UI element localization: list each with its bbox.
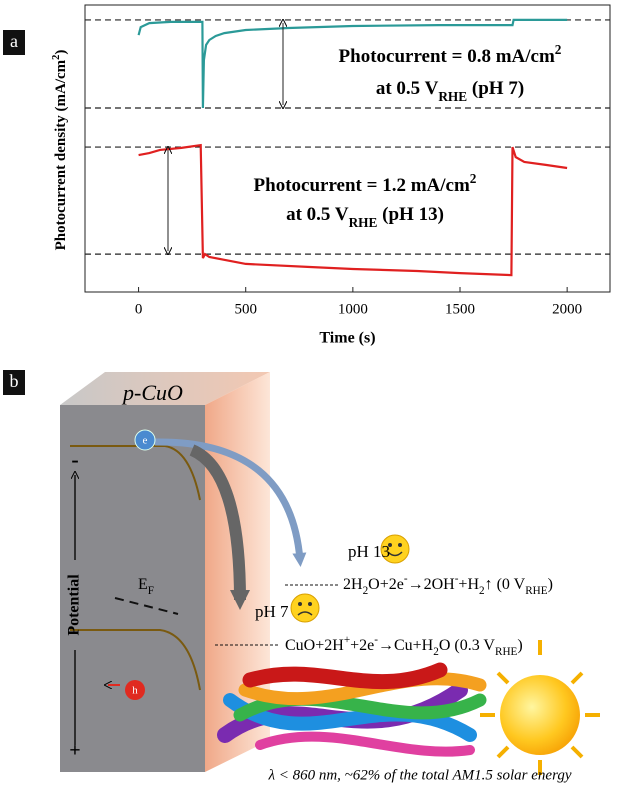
reaction-part: O+2e	[368, 576, 404, 593]
minus-sign: -	[71, 447, 78, 472]
annotation-part: (pH 7)	[467, 78, 524, 99]
data-line	[138, 143, 568, 277]
annotation-part: 2	[470, 171, 477, 186]
annotation-part: Photocurrent = 1.2 mA/cm	[254, 175, 470, 196]
light-ribbons	[217, 662, 487, 757]
caption: λ < 860 nm, ~62% of the total AM1.5 sola…	[267, 767, 571, 783]
annotation-part: at 0.5 V	[376, 78, 439, 99]
reaction-part: 2	[363, 585, 369, 597]
reaction-part: 2	[433, 646, 439, 658]
annotation-part: 2	[555, 42, 562, 57]
electron-label: e	[143, 435, 148, 447]
reaction-part: RHE	[525, 585, 548, 597]
smiley	[380, 534, 410, 564]
fermi-level	[114, 597, 179, 615]
x-tick-label: 1500	[445, 301, 475, 317]
chart: 0 500 1000 1500 2000 Time (s) Photocurrent den…	[51, 4, 611, 347]
reaction-part: +	[344, 634, 350, 646]
fermi-label-part: F	[148, 585, 154, 597]
reaction-part: CuO+2H	[285, 637, 344, 654]
annotation: at 0.5 VRHE (pH 7)	[376, 78, 524, 103]
frown	[290, 593, 320, 623]
annotation: Photocurrent = 1.2 mA/cm2	[254, 171, 477, 197]
reaction-part: -	[404, 573, 408, 585]
ph13-label: pH 13	[348, 542, 390, 561]
y-axis-label: Photocurrent density (mA/cm2)	[51, 50, 70, 251]
reaction-part: ↑ (0 V	[485, 576, 526, 593]
block-front	[60, 405, 205, 772]
panel-label: b	[10, 371, 19, 391]
x-axis-label: Time (s)	[319, 330, 375, 347]
reaction-part: )	[517, 637, 522, 654]
reaction-part: 2H	[343, 576, 363, 593]
annotation-part: RHE	[438, 89, 467, 104]
ph7-label: pH 7	[255, 602, 289, 621]
reaction-part: O (0.3 V	[439, 637, 496, 654]
material-label: p-CuO	[121, 380, 183, 405]
reaction-part: →Cu+H	[378, 637, 434, 654]
hole	[125, 680, 145, 700]
x-tick-label: 500	[234, 301, 257, 317]
reaction-part: RHE	[495, 646, 518, 658]
electron-path-ph13	[154, 438, 307, 567]
reaction-part: +2e	[350, 637, 374, 654]
y-axis-label-part: )	[53, 50, 69, 55]
y-axis-label-part: 2	[51, 55, 62, 60]
hole-label: h	[132, 685, 138, 697]
reaction-part: -	[374, 634, 378, 646]
annotation-part: Photocurrent = 0.8 mA/cm	[339, 46, 555, 67]
annotation: at 0.5 VRHE (pH 13)	[286, 204, 444, 229]
reaction-part: 2	[479, 585, 485, 597]
fermi-label-part: E	[138, 576, 148, 593]
reaction-part: →2OH	[408, 576, 456, 593]
annotation-part: at 0.5 V	[286, 204, 349, 225]
fermi-label: EF	[138, 576, 154, 597]
panel-label-box	[3, 30, 25, 55]
reaction: 2H2O+2e-→2OH-+H2↑ (0 VRHE)	[343, 573, 553, 597]
reaction: CuO+2H++2e-→Cu+H2O (0.3 VRHE)	[285, 634, 523, 658]
plus-sign: +	[69, 740, 80, 762]
annotation: Photocurrent = 0.8 mA/cm2	[339, 42, 562, 68]
reaction-part: )	[548, 576, 553, 593]
plot-frame	[84, 4, 611, 293]
y-axis-label-part: Photocurrent density (mA/cm	[53, 59, 69, 250]
panel-label: a	[10, 31, 18, 51]
annotation-part: (pH 13)	[377, 204, 444, 225]
x-tick-label: 0	[135, 301, 143, 317]
panel-label-box	[3, 370, 25, 395]
sun	[480, 640, 600, 775]
electron-path-ph7	[189, 444, 250, 610]
reaction-part: -	[455, 573, 459, 585]
diagram: p-CuO e h - + Potential pH 13 pH 7 λ < 8…	[60, 372, 600, 783]
valence-band	[70, 629, 201, 691]
annotation-part: RHE	[349, 215, 378, 230]
block-top	[60, 372, 270, 405]
conduction-band	[70, 445, 201, 501]
potential-label: Potential	[66, 574, 83, 636]
x-tick-label: 2000	[552, 301, 582, 317]
electron	[134, 429, 156, 451]
reaction-part: +H	[458, 576, 479, 593]
x-tick-label: 1000	[338, 301, 368, 317]
data-line	[137, 18, 568, 109]
